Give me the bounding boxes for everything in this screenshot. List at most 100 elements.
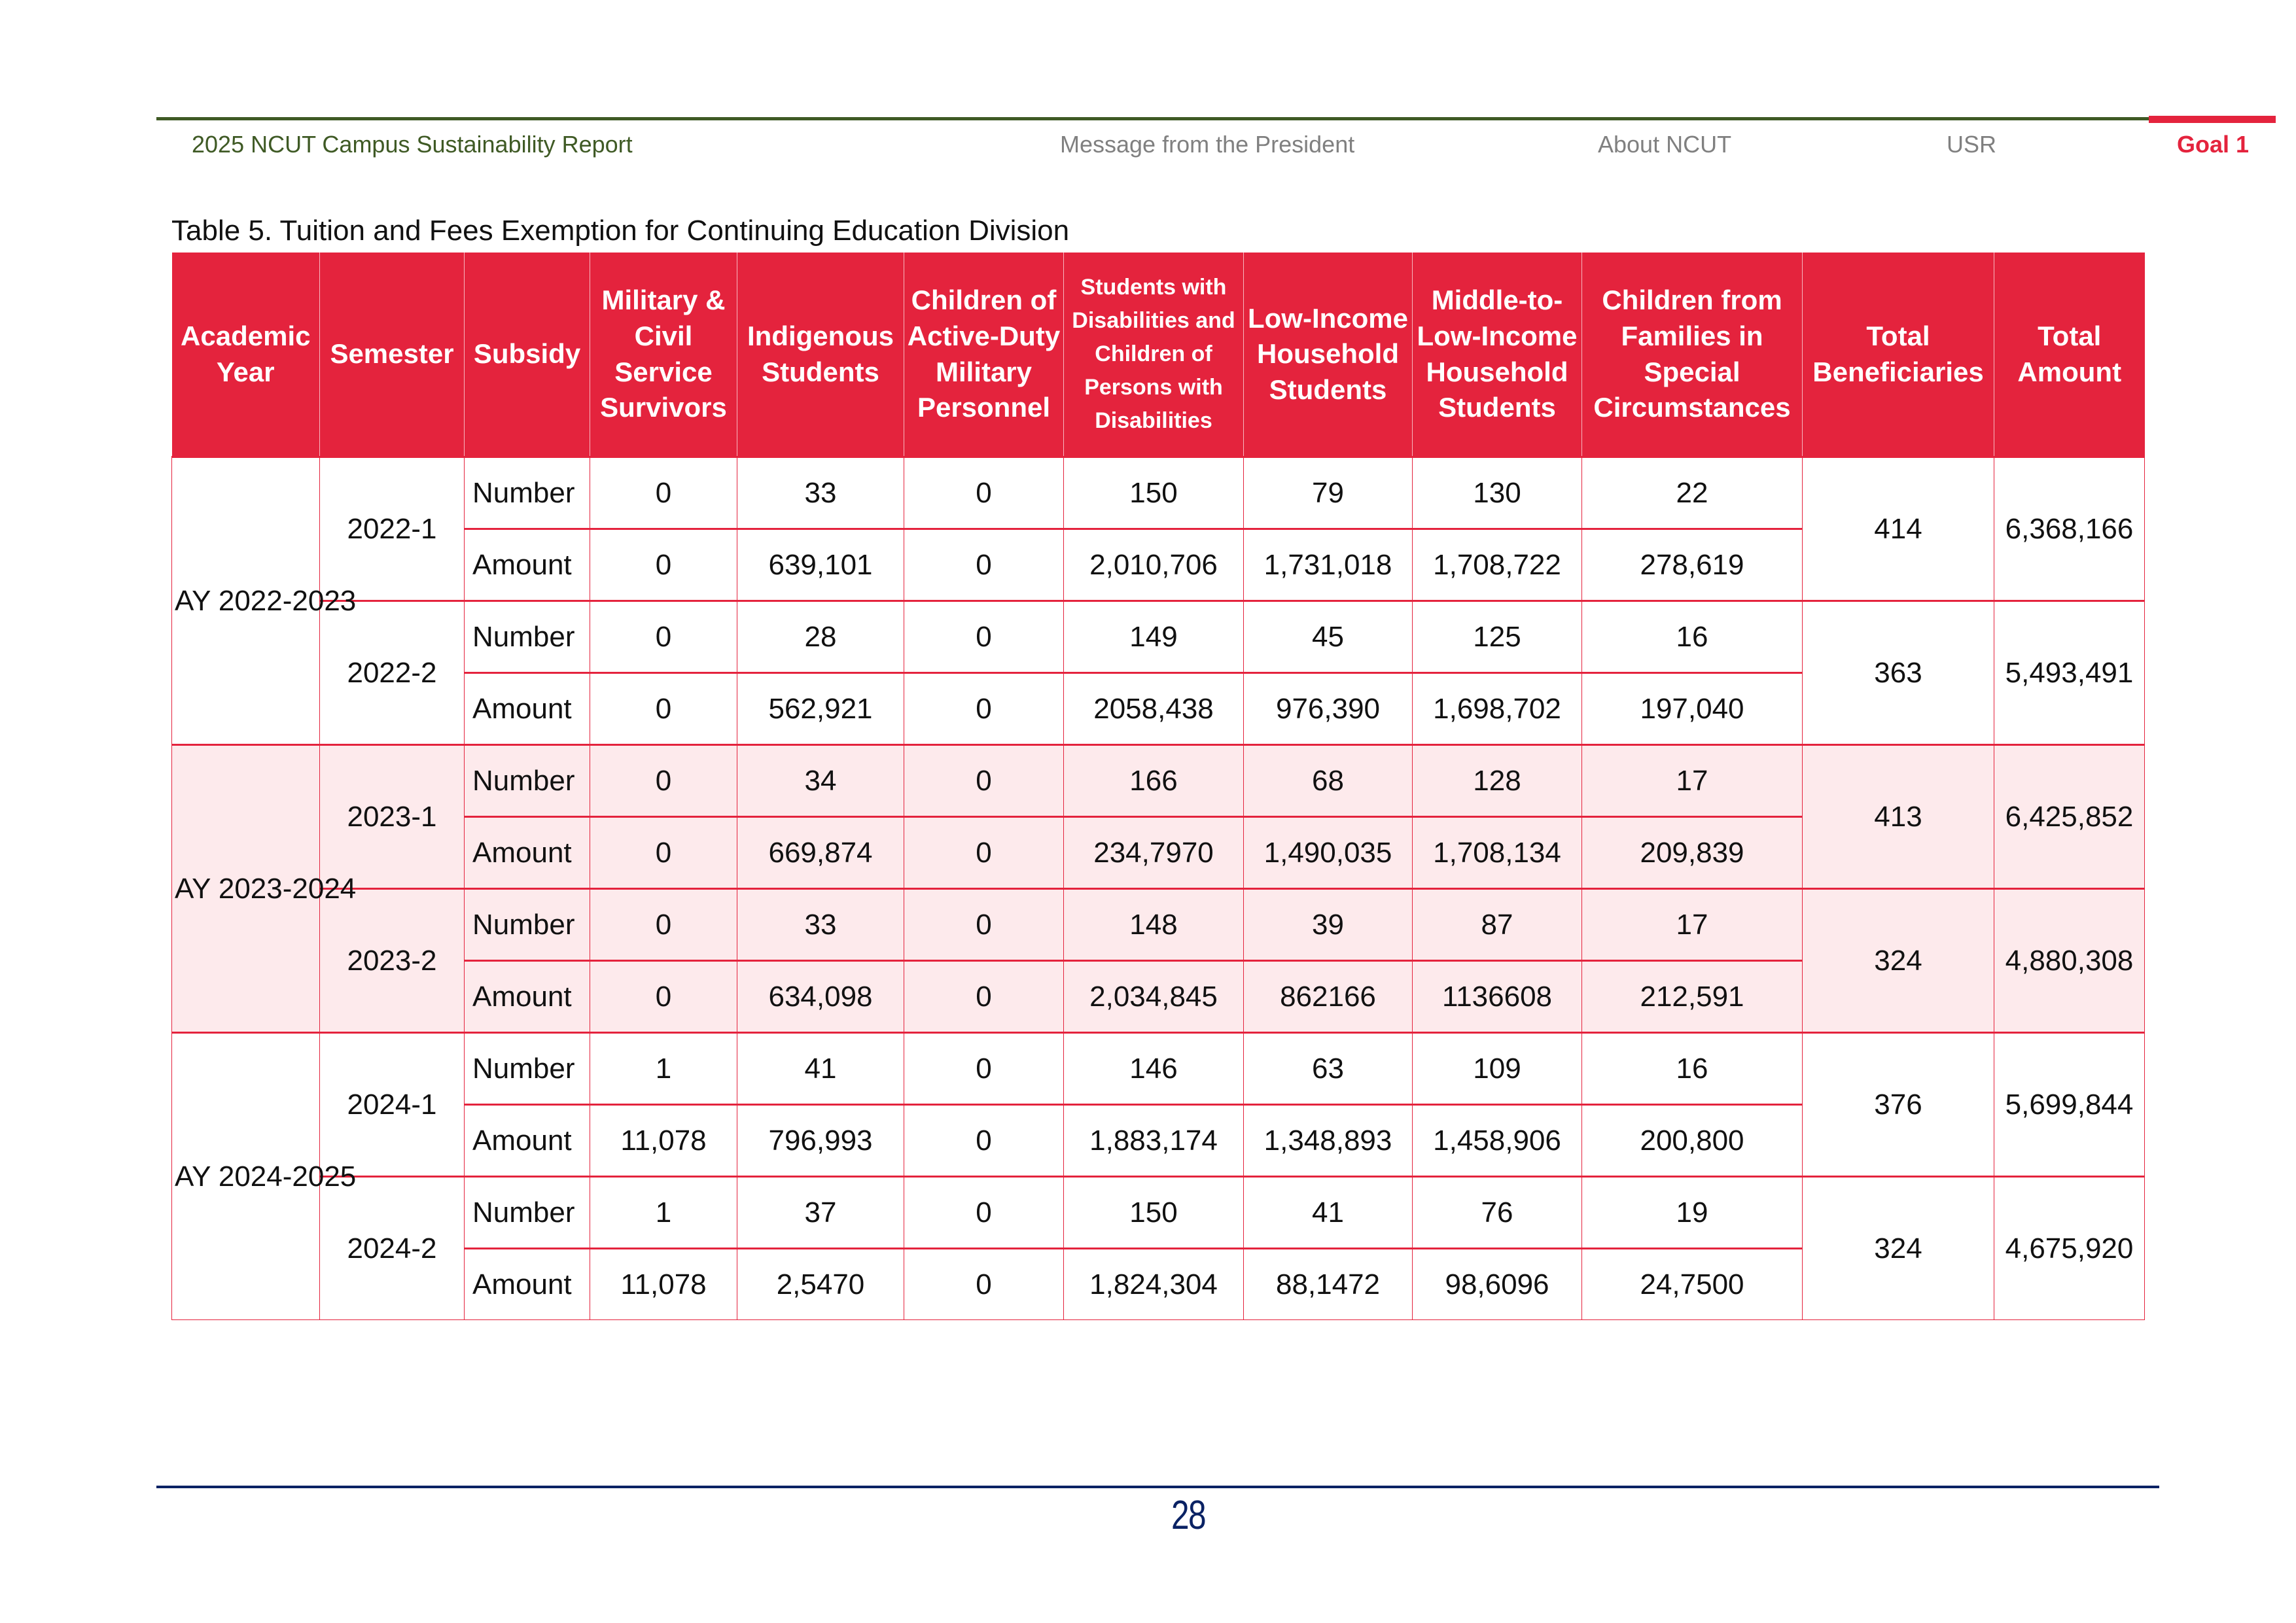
number-value-cell: 0 <box>904 600 1064 673</box>
total-amount-cell: 4,675,920 <box>1994 1176 2145 1320</box>
number-value-cell: 1 <box>590 1032 737 1105</box>
amount-value-cell: 1,708,134 <box>1412 816 1582 889</box>
number-value-cell: 149 <box>1063 600 1244 673</box>
number-value-cell: 16 <box>1581 600 1803 673</box>
amount-value-cell: 562,921 <box>737 672 904 745</box>
number-value-cell: 0 <box>904 744 1064 817</box>
number-value-cell: 0 <box>590 888 737 961</box>
nav-usr[interactable]: USR <box>1947 131 1997 158</box>
total-amount-cell: 6,425,852 <box>1994 744 2145 889</box>
table-header-row: Academic Year Semester Subsidy Military & C… <box>171 253 2145 457</box>
subsidy-label-cell: Amount <box>464 816 590 889</box>
amount-value-cell: 1,490,035 <box>1243 816 1413 889</box>
academic-year-cell: AY 2024-2025 <box>171 1032 356 1320</box>
amount-value-cell: 1,698,702 <box>1412 672 1582 745</box>
amount-value-cell: 0 <box>904 960 1064 1033</box>
amount-value-cell: 0 <box>904 528 1064 601</box>
subsidy-label-cell: Number <box>464 1176 590 1249</box>
amount-value-cell: 976,390 <box>1243 672 1413 745</box>
amount-value-cell: 0 <box>590 528 737 601</box>
column-header: Total Beneficiaries <box>1802 253 1994 457</box>
subsidy-label-cell: Amount <box>464 672 590 745</box>
total-beneficiaries-cell: 363 <box>1802 600 1994 745</box>
column-header: Total Amount <box>1994 253 2145 457</box>
number-value-cell: 87 <box>1412 888 1582 961</box>
column-header: Students with Disabilities and Children … <box>1063 253 1244 457</box>
number-value-cell: 0 <box>904 456 1064 529</box>
subsidy-label-cell: Number <box>464 744 590 817</box>
amount-value-cell: 0 <box>904 1104 1064 1177</box>
total-amount-cell: 6,368,166 <box>1994 456 2145 601</box>
amount-value-cell: 2,010,706 <box>1063 528 1244 601</box>
number-value-cell: 0 <box>590 456 737 529</box>
amount-value-cell: 0 <box>590 960 737 1033</box>
amount-value-cell: 796,993 <box>737 1104 904 1177</box>
number-value-cell: 79 <box>1243 456 1413 529</box>
table-row: Amount 11,078 796,993 0 1,883,174 1,348,893 1,… <box>172 1104 2145 1177</box>
table-row: 2024-2 Number 1 37 0 150 41 76 19 324 4,675,920 <box>172 1176 2145 1320</box>
number-value-cell: 16 <box>1581 1032 1803 1105</box>
total-beneficiaries-cell: 324 <box>1802 888 1994 1033</box>
amount-value-cell: 1,708,722 <box>1412 528 1582 601</box>
total-amount-cell: 5,493,491 <box>1994 600 2145 745</box>
table-row: Amount 11,078 2,5470 0 1,824,304 88,1472 98,60… <box>172 1248 2145 1320</box>
number-value-cell: 34 <box>737 744 904 817</box>
number-value-cell: 45 <box>1243 600 1413 673</box>
amount-value-cell: 278,619 <box>1581 528 1803 601</box>
amount-value-cell: 209,839 <box>1581 816 1803 889</box>
amount-value-cell: 1,824,304 <box>1063 1248 1244 1320</box>
amount-value-cell: 2058,438 <box>1063 672 1244 745</box>
amount-value-cell: 0 <box>590 816 737 889</box>
table-row: 2022-2 Number 0 28 0 149 45 125 16 363 5,493,491 <box>172 600 2145 745</box>
amount-value-cell: 1,731,018 <box>1243 528 1413 601</box>
number-value-cell: 19 <box>1581 1176 1803 1249</box>
active-section-marker <box>2149 116 2276 123</box>
semester-cell: 2024-2 <box>319 1176 465 1320</box>
amount-value-cell: 2,5470 <box>737 1248 904 1320</box>
number-value-cell: 17 <box>1581 888 1803 961</box>
number-value-cell: 41 <box>737 1032 904 1105</box>
exemption-table: Academic Year Semester Subsidy Military & C… <box>171 253 2145 1320</box>
number-value-cell: 41 <box>1243 1176 1413 1249</box>
table-row: Amount 0 562,921 0 2058,438 976,390 1,698,702 1… <box>172 672 2145 745</box>
number-value-cell: 22 <box>1581 456 1803 529</box>
amount-value-cell: 0 <box>590 672 737 745</box>
amount-value-cell: 1136608 <box>1412 960 1582 1033</box>
column-header: Children from Families in Special Circum… <box>1581 253 1803 457</box>
column-header: Academic Year <box>171 253 320 457</box>
nav-goal-1[interactable]: Goal 1 <box>2177 131 2250 158</box>
amount-value-cell: 98,6096 <box>1412 1248 1582 1320</box>
nav-about-ncut[interactable]: About NCUT <box>1598 131 1732 158</box>
column-header: Military & Civil Service Survivors <box>590 253 737 457</box>
subsidy-label-cell: Number <box>464 456 590 529</box>
subsidy-label-cell: Amount <box>464 1104 590 1177</box>
table-row: AY 2022-2023 2022-1 Number 0 33 0 150 79 130 22 41… <box>171 456 2145 745</box>
amount-value-cell: 24,7500 <box>1581 1248 1803 1320</box>
amount-value-cell: 862166 <box>1243 960 1413 1033</box>
subsidy-label-cell: Number <box>464 888 590 961</box>
amount-value-cell: 634,098 <box>737 960 904 1033</box>
amount-value-cell: 639,101 <box>737 528 904 601</box>
number-value-cell: 166 <box>1063 744 1244 817</box>
total-amount-cell: 5,699,844 <box>1994 1032 2145 1177</box>
semester-cell: 2023-2 <box>319 888 465 1033</box>
amount-value-cell: 669,874 <box>737 816 904 889</box>
nav-message-from-president[interactable]: Message from the President <box>1060 131 1355 158</box>
number-value-cell: 33 <box>737 888 904 961</box>
number-value-cell: 76 <box>1412 1176 1582 1249</box>
number-value-cell: 0 <box>904 1176 1064 1249</box>
subsidy-label-cell: Number <box>464 1032 590 1105</box>
amount-value-cell: 212,591 <box>1581 960 1803 1033</box>
number-value-cell: 150 <box>1063 1176 1244 1249</box>
page-number: 28 <box>1171 1493 1207 1538</box>
amount-value-cell: 88,1472 <box>1243 1248 1413 1320</box>
number-value-cell: 125 <box>1412 600 1582 673</box>
column-header: Subsidy <box>464 253 590 457</box>
number-value-cell: 128 <box>1412 744 1582 817</box>
number-value-cell: 68 <box>1243 744 1413 817</box>
column-header: Low-Income Household Students <box>1243 253 1413 457</box>
semester-cell: 2023-1 <box>319 744 465 889</box>
column-header: Middle-to-Low-Income Household Students <box>1412 253 1582 457</box>
number-value-cell: 146 <box>1063 1032 1244 1105</box>
column-header: Semester <box>319 253 465 457</box>
